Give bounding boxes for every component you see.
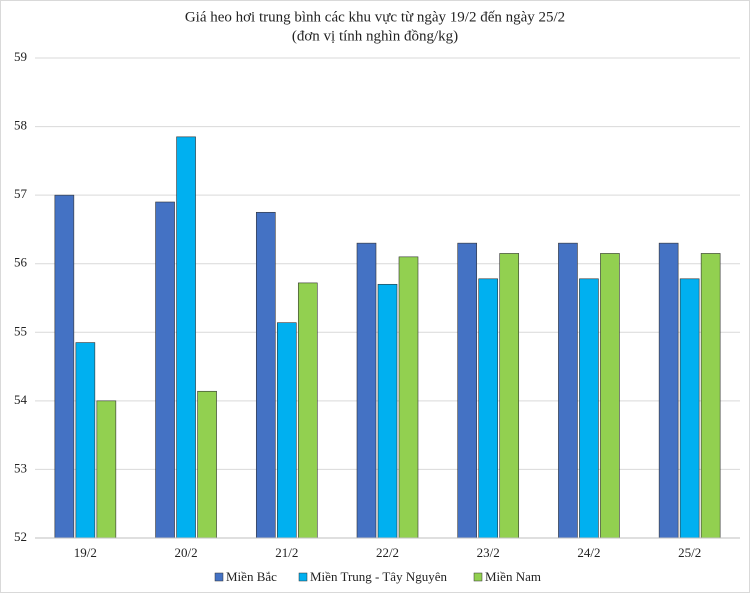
bar xyxy=(700,253,721,539)
bar xyxy=(297,282,318,539)
x-tick-label: 24/2 xyxy=(577,545,600,560)
bar xyxy=(155,201,175,539)
bar xyxy=(176,136,196,539)
x-tick-label: 20/2 xyxy=(175,545,198,560)
y-tick-label: 55 xyxy=(14,323,27,338)
bar xyxy=(75,342,96,539)
bar xyxy=(276,322,297,539)
y-tick-label: 54 xyxy=(14,392,28,407)
bar xyxy=(197,390,217,539)
bar xyxy=(398,256,419,539)
legend-label: Miền Nam xyxy=(485,569,541,584)
bar xyxy=(658,242,679,539)
y-tick-label: 53 xyxy=(14,460,27,475)
y-tick-label: 57 xyxy=(14,186,28,201)
bar xyxy=(499,253,520,539)
bar xyxy=(255,211,276,539)
legend-swatch xyxy=(298,572,308,582)
bar xyxy=(356,242,377,539)
bar xyxy=(600,253,620,539)
y-tick-label: 52 xyxy=(14,529,27,544)
bar xyxy=(377,283,398,539)
bar xyxy=(558,242,578,539)
y-tick-label: 56 xyxy=(14,255,28,270)
y-tick-label: 59 xyxy=(14,49,27,64)
bar xyxy=(457,242,478,539)
bar xyxy=(579,278,599,539)
y-tick-label: 58 xyxy=(14,118,27,133)
legend-swatch xyxy=(473,572,483,582)
bar xyxy=(478,278,499,539)
bar xyxy=(679,278,700,539)
x-tick-label: 22/2 xyxy=(376,545,399,560)
x-tick-label: 23/2 xyxy=(477,545,500,560)
chart-subtitle: (đơn vị tính nghìn đồng/kg) xyxy=(292,28,458,44)
bar xyxy=(54,194,75,539)
chart-title: Giá heo hơi trung bình các khu vực từ ng… xyxy=(185,9,565,25)
legend-label: Miền Trung - Tây Nguyên xyxy=(310,569,447,584)
bar xyxy=(96,400,117,539)
x-tick-label: 19/2 xyxy=(74,545,97,560)
x-tick-label: 25/2 xyxy=(678,545,701,560)
legend-swatch xyxy=(214,572,224,582)
legend-label: Miền Bắc xyxy=(226,569,277,584)
x-tick-label: 21/2 xyxy=(275,545,298,560)
